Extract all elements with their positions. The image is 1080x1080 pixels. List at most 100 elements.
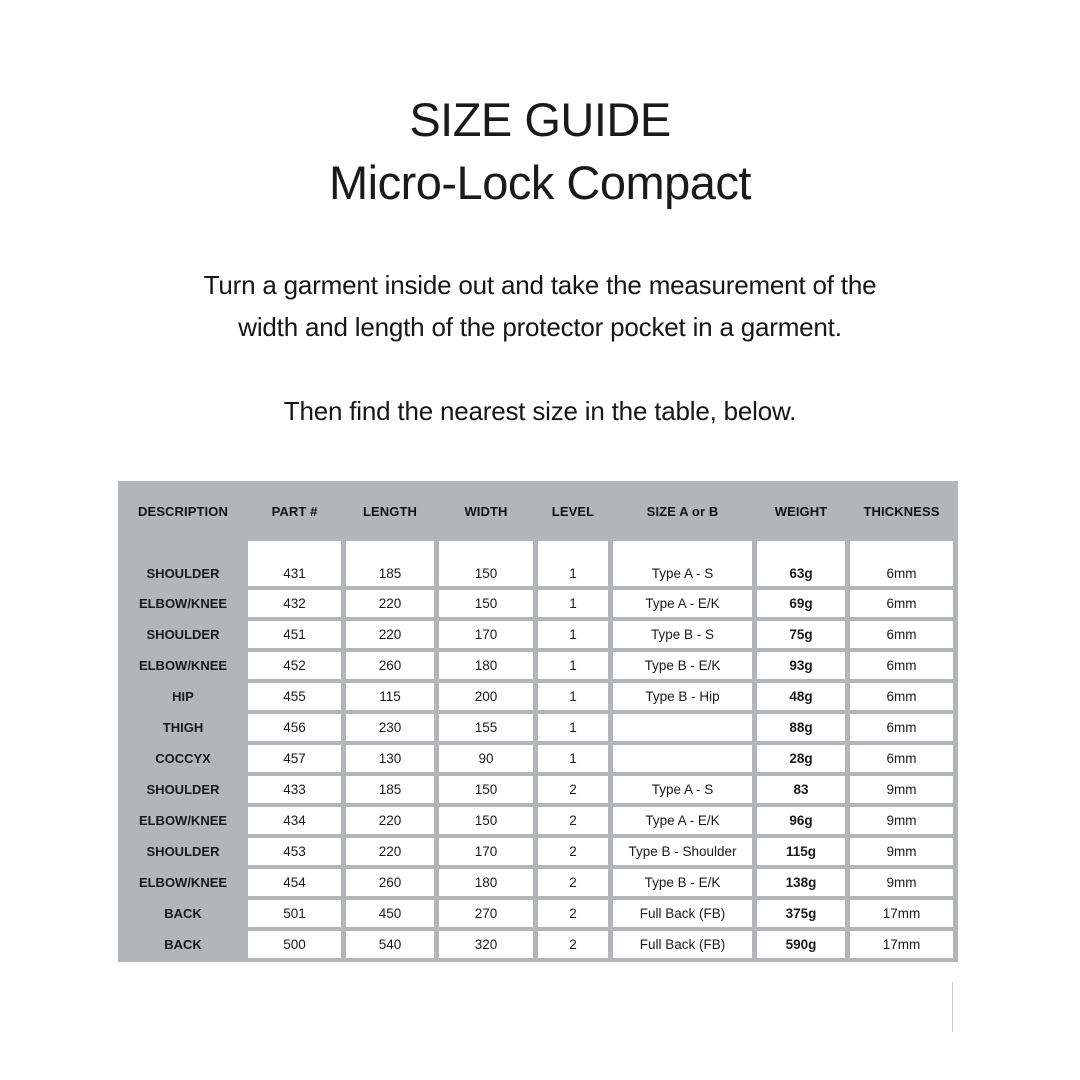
cell-part: 433 [248,776,341,803]
cell-description: SHOULDER [146,782,220,797]
instructions-line-1: Turn a garment inside out and take the m… [203,270,877,300]
cell-weight: 28g [757,745,845,772]
cell-description: SHOULDER [146,566,220,581]
table-row: HIP 455 115 200 1 Type B - Hip 48g 6mm [123,683,953,710]
cell-weight: 138g [757,869,845,896]
cell-description: BACK [164,906,202,921]
cell-description: BACK [164,937,202,952]
cell-thickness: 9mm [850,776,953,803]
cell-part: 501 [248,900,341,927]
cell-description: ELBOW/KNEE [138,875,228,890]
cell-thickness: 6mm [850,621,953,648]
cell-length: 185 [346,541,434,586]
cell-size: Type A - E/K [613,807,752,834]
instructions-line-2: width and length of the protector pocket… [238,312,842,342]
cell-description: SHOULDER [146,844,220,859]
cell-thickness: 6mm [850,745,953,772]
cell-level: 2 [538,776,608,803]
cell-part: 432 [248,590,341,617]
cell-size: Type B - E/K [613,869,752,896]
table-row: ELBOW/KNEE 432 220 150 1 Type A - E/K 69g 6mm [123,590,953,617]
cell-weight: 96g [757,807,845,834]
cell-length: 130 [346,745,434,772]
title-line-1: SIZE GUIDE [409,93,671,146]
cell-width: 170 [439,621,533,648]
table-row: COCCYX 457 130 90 1 28g 6mm [123,745,953,772]
table-row: BACK 500 540 320 2 Full Back (FB) 590g 17mm [123,931,953,958]
cell-size [613,745,752,772]
cell-thickness: 6mm [850,652,953,679]
cell-thickness: 17mm [850,900,953,927]
cell-size: Full Back (FB) [613,900,752,927]
table-header-row: DESCRIPTION PART # LENGTH WIDTH LEVEL SI… [123,485,953,537]
instructions-note: Then find the nearest size in the table,… [283,396,797,426]
column-header-level: LEVEL [551,503,595,519]
cell-length: 230 [346,714,434,741]
faint-vertical-line [952,982,953,1032]
cell-size: Type A - S [613,541,752,586]
cell-length: 450 [346,900,434,927]
size-table: DESCRIPTION PART # LENGTH WIDTH LEVEL SI… [118,481,958,962]
cell-part: 500 [248,931,341,958]
title-line-2: Micro-Lock Compact [329,156,751,209]
cell-level: 2 [538,838,608,865]
cell-description: SHOULDER [146,627,220,642]
cell-size: Type B - Hip [613,683,752,710]
cell-size: Full Back (FB) [613,931,752,958]
cell-weight: 93g [757,652,845,679]
cell-weight: 88g [757,714,845,741]
cell-weight: 63g [757,541,845,586]
cell-level: 1 [538,541,608,586]
cell-length: 220 [346,838,434,865]
cell-width: 150 [439,776,533,803]
cell-length: 260 [346,652,434,679]
table-row: ELBOW/KNEE 452 260 180 1 Type B - E/K 93g 6mm [123,652,953,679]
cell-part: 452 [248,652,341,679]
cell-level: 1 [538,652,608,679]
cell-size: Type B - S [613,621,752,648]
cell-size: Type A - E/K [613,590,752,617]
cell-description: THIGH [162,720,204,735]
cell-width: 270 [439,900,533,927]
cell-size: Type A - S [613,776,752,803]
cell-width: 180 [439,869,533,896]
cell-level: 1 [538,590,608,617]
cell-level: 1 [538,683,608,710]
table-row: SHOULDER 431 185 150 1 Type A - S 63g 6mm [123,541,953,586]
cell-part: 434 [248,807,341,834]
cell-level: 2 [538,931,608,958]
table-row: SHOULDER 433 185 150 2 Type A - S 83 9mm [123,776,953,803]
cell-level: 2 [538,900,608,927]
cell-length: 260 [346,869,434,896]
cell-description: COCCYX [155,751,211,766]
cell-weight: 69g [757,590,845,617]
cell-width: 320 [439,931,533,958]
cell-width: 155 [439,714,533,741]
cell-description: ELBOW/KNEE [138,596,228,611]
cell-description: ELBOW/KNEE [138,813,228,828]
cell-description: HIP [172,689,194,704]
cell-weight: 48g [757,683,845,710]
cell-thickness: 9mm [850,869,953,896]
table-row: ELBOW/KNEE 454 260 180 2 Type B - E/K 138g 9mm [123,869,953,896]
cell-part: 456 [248,714,341,741]
cell-thickness: 6mm [850,683,953,710]
cell-part: 451 [248,621,341,648]
cell-thickness: 6mm [850,714,953,741]
cell-size: Type B - E/K [613,652,752,679]
cell-part: 457 [248,745,341,772]
cell-length: 220 [346,590,434,617]
cell-width: 150 [439,541,533,586]
table-row: SHOULDER 453 220 170 2 Type B - Shoulder 115g 9… [123,838,953,865]
cell-level: 1 [538,745,608,772]
instructions-paragraph: Turn a garment inside out and take the m… [0,264,1080,348]
column-header-part: PART # [271,503,318,519]
cell-thickness: 9mm [850,838,953,865]
cell-width: 150 [439,807,533,834]
cell-weight: 115g [757,838,845,865]
cell-width: 150 [439,590,533,617]
cell-weight: 590g [757,931,845,958]
cell-description: ELBOW/KNEE [138,658,228,673]
column-header-length: LENGTH [362,503,418,519]
cell-size: Type B - Shoulder [613,838,752,865]
